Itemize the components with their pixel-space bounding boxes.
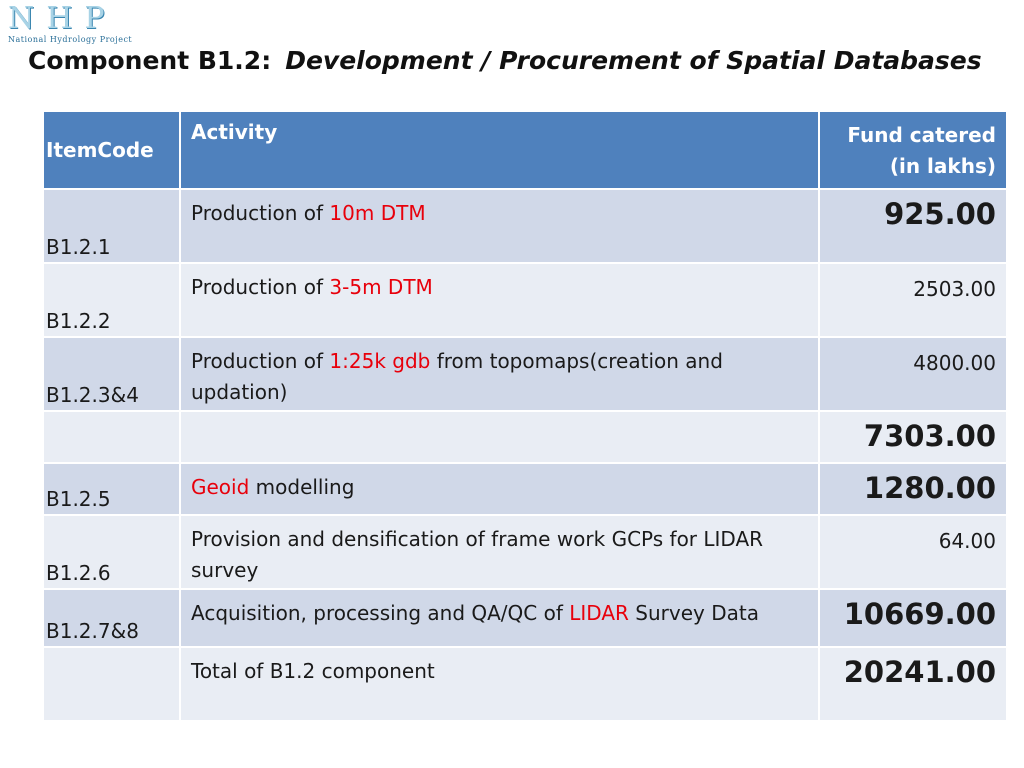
slide-title: Component B1.2: Development / Procurement…: [28, 46, 982, 75]
activity-highlight: 1:25k gdb: [329, 349, 431, 373]
activity-cell: Geoid modelling: [179, 462, 820, 516]
table-header-row: ItemCode Activity Fund catered (in lakhs…: [42, 110, 1008, 190]
item-code-cell: [42, 646, 181, 722]
item-code-cell: B1.2.6: [42, 514, 181, 590]
activity-text-after: modelling: [249, 475, 355, 499]
logo-letters: N H P: [8, 4, 148, 34]
item-code: B1.2.2: [46, 309, 111, 333]
activity-highlight: 10m DTM: [329, 201, 426, 225]
item-code: B1.2.1: [46, 235, 111, 259]
activity-cell: Provision and densification of frame wor…: [179, 514, 820, 590]
table-row: B1.2.6 Provision and densification of fra…: [42, 514, 1008, 590]
activity-text: Total of B1.2 component: [191, 659, 435, 683]
activity-text: Production of: [191, 275, 330, 299]
activity-cell: Production of 1:25k gdb from topomaps(cr…: [179, 336, 820, 412]
activity-cell: Production of 10m DTM: [179, 188, 820, 264]
logo-letter-n: N: [8, 1, 37, 36]
fund-cell: 10669.00: [818, 588, 1008, 648]
table-row: B1.2.5 Geoid modelling 1280.00: [42, 462, 1008, 516]
fund-table: ItemCode Activity Fund catered (in lakhs…: [42, 110, 1008, 722]
fund-amount: 20241.00: [843, 655, 996, 689]
fund-cell: 20241.00: [818, 646, 1008, 722]
fund-cell: 4800.00: [818, 336, 1008, 412]
item-code: B1.2.6: [46, 561, 111, 585]
item-code-cell: [42, 410, 181, 464]
item-code-cell: B1.2.3&4: [42, 336, 181, 412]
header-fund-line1: Fund catered: [847, 123, 996, 147]
fund-amount: 2503.00: [913, 277, 996, 301]
table-row: 7303.00: [42, 410, 1008, 464]
fund-cell: 925.00: [818, 188, 1008, 264]
fund-cell: 1280.00: [818, 462, 1008, 516]
fund-amount: 64.00: [938, 529, 996, 553]
fund-amount: 7303.00: [863, 419, 996, 453]
activity-cell: Production of 3-5m DTM: [179, 262, 820, 338]
activity-cell: Total of B1.2 component: [179, 646, 820, 722]
item-code-cell: B1.2.5: [42, 462, 181, 516]
fund-amount: 925.00: [884, 197, 996, 231]
activity-text: Acquisition, processing and QA/QC of: [191, 601, 570, 625]
table-row: B1.2.7&8 Acquisition, processing and QA/Q…: [42, 588, 1008, 648]
activity-cell: Acquisition, processing and QA/QC of LID…: [179, 588, 820, 648]
nhp-logo: N H P National Hydrology Project: [8, 4, 148, 46]
logo-letter-p: P: [84, 1, 107, 36]
item-code: B1.2.3&4: [46, 383, 139, 407]
table-row: B1.2.2 Production of 3-5m DTM 2503.00: [42, 262, 1008, 338]
table-row: B1.2.3&4 Production of 1:25k gdb from top…: [42, 336, 1008, 412]
activity-text-after: from topomaps(creation and updation): [191, 349, 723, 404]
table-row: Total of B1.2 component 20241.00: [42, 646, 1008, 722]
item-code-cell: B1.2.7&8: [42, 588, 181, 648]
activity-text: Production of: [191, 349, 330, 373]
header-fund: Fund catered (in lakhs): [818, 110, 1008, 190]
fund-cell: 7303.00: [818, 410, 1008, 464]
activity-highlight: Geoid: [191, 475, 250, 499]
activity-cell: [179, 410, 820, 464]
title-component-label: Component B1.2:: [28, 46, 272, 75]
header-itemcode: ItemCode: [42, 110, 181, 190]
activity-text: Provision and densification of frame wor…: [191, 527, 764, 582]
fund-cell: 2503.00: [818, 262, 1008, 338]
header-fund-line2: (in lakhs): [889, 154, 996, 178]
fund-cell: 64.00: [818, 514, 1008, 590]
activity-highlight: LIDAR: [569, 601, 629, 625]
activity-highlight: 3-5m DTM: [329, 275, 433, 299]
header-activity: Activity: [179, 110, 820, 190]
fund-amount: 4800.00: [913, 351, 996, 375]
table-row: B1.2.1 Production of 10m DTM 925.00: [42, 188, 1008, 264]
item-code-cell: B1.2.1: [42, 188, 181, 264]
fund-amount: 10669.00: [843, 597, 996, 631]
item-code: B1.2.5: [46, 487, 111, 511]
activity-text: Production of: [191, 201, 330, 225]
item-code-cell: B1.2.2: [42, 262, 181, 338]
fund-amount: 1280.00: [863, 471, 996, 505]
title-text: Development / Procurement of Spatial Dat…: [285, 46, 982, 75]
item-code: B1.2.7&8: [46, 619, 139, 643]
activity-text-after: Survey Data: [628, 601, 759, 625]
logo-letter-h: H: [46, 1, 75, 36]
logo-subtitle: National Hydrology Project: [8, 35, 133, 44]
